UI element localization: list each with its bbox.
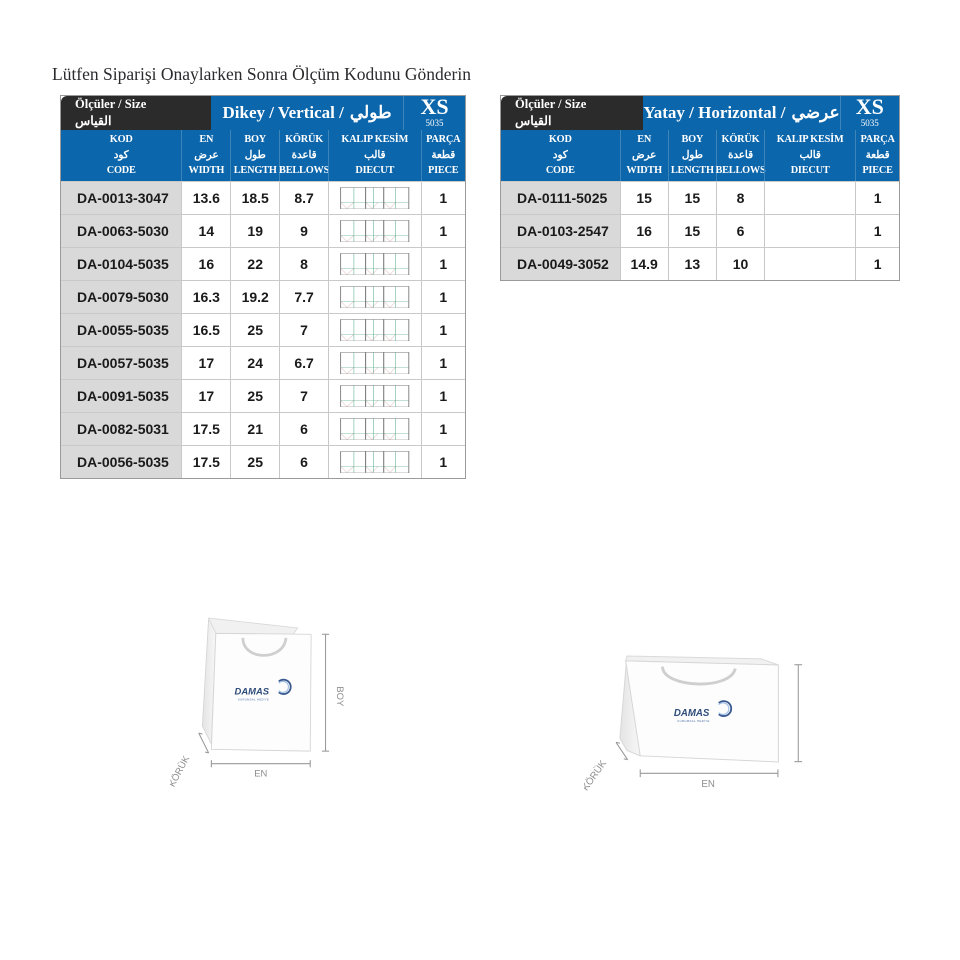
svg-text:KÖRÜK: KÖRÜK [170,753,192,788]
svg-text:BOY: BOY [335,686,346,707]
svg-text:EN: EN [701,779,714,790]
svg-text:EN: EN [254,767,267,778]
svg-text:KÖRÜK: KÖRÜK [584,758,609,793]
svg-text:KURUMSAL HEDİYE: KURUMSAL HEDİYE [677,718,709,723]
svg-text:DAMAS: DAMAS [674,708,710,719]
svg-text:DAMAS: DAMAS [235,686,270,697]
